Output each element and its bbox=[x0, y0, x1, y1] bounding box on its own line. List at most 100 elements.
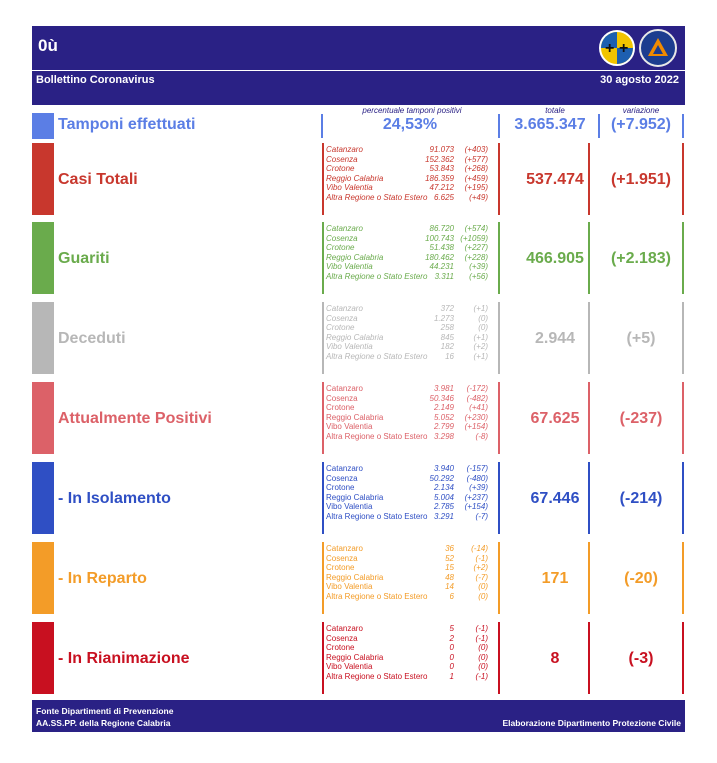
tamponi-label: Tamponi effettuati bbox=[58, 116, 196, 133]
province-name: Catanzaro bbox=[326, 304, 363, 313]
province-delta: (+1059) bbox=[460, 233, 488, 243]
province-value: 258 bbox=[440, 323, 454, 333]
stat-swatch bbox=[32, 143, 54, 215]
province-row: Vibo Valentia 14 (0) bbox=[326, 582, 498, 592]
province-name: Cosenza bbox=[326, 553, 358, 563]
province-value: 1 bbox=[449, 671, 454, 681]
province-row: Reggio Calabria 180.462 (+228) bbox=[326, 253, 498, 263]
stat-divider bbox=[322, 382, 324, 454]
stat-total: 537.474 bbox=[526, 171, 584, 188]
province-delta: (+154) bbox=[464, 422, 488, 432]
province-name: Cosenza bbox=[326, 633, 358, 643]
province-delta: (+403) bbox=[464, 145, 488, 154]
province-name: Catanzaro bbox=[326, 384, 363, 393]
province-value: 44.231 bbox=[429, 262, 454, 272]
province-row: Catanzaro 3.940 (-157) bbox=[326, 464, 498, 474]
province-value: 5.004 bbox=[433, 492, 454, 502]
province-value: 3.291 bbox=[433, 511, 454, 521]
province-delta: (-7) bbox=[475, 572, 488, 582]
province-delta: (+227) bbox=[464, 243, 488, 253]
stat-block: - In Rianimazione Catanzaro 5 (-1) Cosenza 2 (… bbox=[32, 622, 685, 694]
province-value: 50.292 bbox=[429, 473, 454, 483]
province-name: Altra Regione o Stato Estero bbox=[326, 671, 428, 681]
stat-label: - In Rianimazione bbox=[58, 650, 190, 667]
province-row: Catanzaro 3.981 (-172) bbox=[326, 384, 498, 394]
province-delta: (0) bbox=[478, 591, 488, 601]
province-value: 845 bbox=[440, 332, 454, 342]
province-name: Crotone bbox=[326, 243, 355, 253]
footer-banner: Fonte Dipartimenti di Prevenzione AA.SS.… bbox=[32, 700, 685, 732]
province-row: Crotone 2.149 (+41) bbox=[326, 403, 498, 413]
brand-title: 0ù bbox=[38, 36, 58, 55]
stat-variation: (+1.951) bbox=[610, 171, 672, 188]
province-row: Catanzaro 5 (-1) bbox=[326, 624, 498, 634]
stat-divider bbox=[682, 542, 684, 614]
province-delta: (-480) bbox=[466, 473, 488, 483]
stat-total: 67.446 bbox=[530, 490, 580, 507]
stat-block: Casi Totali Catanzaro 91.073 (+403) Cosenza 1… bbox=[32, 143, 685, 215]
province-name: Reggio Calabria bbox=[326, 572, 384, 582]
province-name: Reggio Calabria bbox=[326, 252, 384, 262]
province-delta: (+268) bbox=[464, 164, 488, 174]
province-row: Altra Regione o Stato Estero 16 (+1) bbox=[326, 352, 498, 362]
province-value: 52 bbox=[445, 553, 454, 563]
stat-label: Attualmente Positivi bbox=[58, 410, 212, 427]
province-breakdown: Catanzaro 372 (+1) Cosenza 1.273 (0) Crotone 25… bbox=[326, 304, 498, 362]
province-value: 182 bbox=[440, 342, 454, 352]
province-row: Crotone 15 (+2) bbox=[326, 563, 498, 573]
province-delta: (-1) bbox=[475, 671, 488, 681]
tamponi-total: 3.665.347 bbox=[514, 116, 586, 133]
province-delta: (-8) bbox=[475, 431, 488, 441]
province-row: Crotone 2.134 (+39) bbox=[326, 483, 498, 493]
tamponi-divider bbox=[498, 114, 500, 138]
stat-swatch bbox=[32, 542, 54, 614]
stat-total: 2.944 bbox=[534, 330, 576, 347]
province-name: Vibo Valentia bbox=[326, 422, 373, 432]
province-delta: (+41) bbox=[469, 403, 488, 413]
stat-divider bbox=[588, 302, 590, 374]
province-row: Reggio Calabria 186.359 (+459) bbox=[326, 174, 498, 184]
province-row: Reggio Calabria 0 (0) bbox=[326, 653, 498, 663]
bulletin-subtitle: Bollettino Coronavirus bbox=[36, 74, 155, 86]
province-value: 50.346 bbox=[429, 393, 454, 403]
province-value: 1.273 bbox=[433, 313, 454, 323]
province-value: 16 bbox=[445, 351, 454, 361]
calabria-coat-of-arms-icon: + + bbox=[599, 30, 635, 66]
stat-divider bbox=[682, 382, 684, 454]
stat-block: Deceduti Catanzaro 372 (+1) Cosenza 1.273 (0) C… bbox=[32, 302, 685, 374]
province-value: 2.149 bbox=[433, 403, 454, 413]
province-name: Vibo Valentia bbox=[326, 342, 373, 352]
tamponi-divider bbox=[682, 114, 684, 138]
province-name: Altra Regione o Stato Estero bbox=[326, 511, 428, 521]
stat-divider bbox=[682, 462, 684, 534]
province-delta: (+2) bbox=[473, 342, 488, 352]
province-delta: (0) bbox=[478, 323, 488, 333]
province-row: Cosenza 152.362 (+577) bbox=[326, 155, 498, 165]
stat-divider bbox=[498, 143, 500, 215]
province-delta: (-482) bbox=[466, 393, 488, 403]
province-value: 3.981 bbox=[433, 384, 454, 393]
province-value: 3.940 bbox=[433, 464, 454, 473]
province-row: Catanzaro 91.073 (+403) bbox=[326, 145, 498, 155]
stat-divider bbox=[498, 542, 500, 614]
province-name: Crotone bbox=[326, 563, 355, 573]
stat-swatch bbox=[32, 462, 54, 534]
stat-block: - In Isolamento Catanzaro 3.940 (-157) Cosen… bbox=[32, 462, 685, 534]
province-delta: (+237) bbox=[464, 492, 488, 502]
province-value: 15 bbox=[445, 563, 454, 573]
stat-divider bbox=[498, 222, 500, 294]
province-name: Crotone bbox=[326, 403, 355, 413]
stat-divider bbox=[588, 382, 590, 454]
province-delta: (+228) bbox=[464, 252, 488, 262]
protezione-civile-logo-icon bbox=[639, 29, 677, 67]
stat-total: 8 bbox=[550, 650, 560, 667]
stat-variation: (-3) bbox=[628, 650, 654, 667]
column-header-variation: variazione bbox=[622, 106, 660, 115]
province-row: Reggio Calabria 5.052 (+230) bbox=[326, 413, 498, 423]
stat-divider bbox=[322, 143, 324, 215]
bulletin-date: 30 agosto 2022 bbox=[600, 74, 679, 86]
province-row: Reggio Calabria 48 (-7) bbox=[326, 573, 498, 583]
province-value: 36 bbox=[445, 544, 454, 553]
stat-swatch bbox=[32, 622, 54, 694]
province-breakdown: Catanzaro 86.720 (+574) Cosenza 100.743 (+105… bbox=[326, 224, 498, 282]
